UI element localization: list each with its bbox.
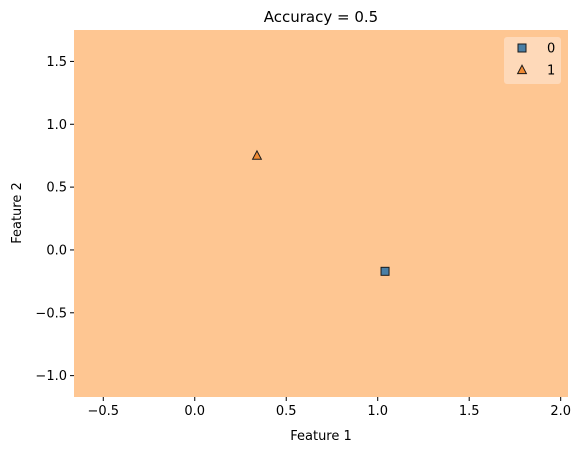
data-point-class-1	[251, 149, 263, 160]
x-axis-label: Feature 1	[290, 429, 352, 444]
x-tick-label: 0.5	[276, 404, 297, 419]
x-tick-label: 1.0	[367, 404, 388, 419]
y-tick-label: 1.5	[46, 55, 67, 70]
x-axis-ticks: −0.5 0.0 0.5 1.0 1.5 2.0	[87, 397, 571, 419]
x-tick-label: 2.0	[550, 404, 571, 419]
data-point-class-0	[380, 266, 390, 276]
y-tick-label: 0.0	[46, 243, 67, 258]
y-tick-label: −0.5	[35, 306, 67, 321]
data-points	[251, 149, 390, 276]
legend-label: 0	[547, 42, 555, 57]
decision-region	[74, 30, 568, 397]
y-axis-label: Feature 2	[10, 182, 25, 244]
legend-label: 1	[547, 64, 555, 79]
x-tick-label: 1.5	[459, 404, 480, 419]
y-tick-label: 0.5	[46, 181, 67, 196]
y-tick-label: 1.0	[46, 118, 67, 133]
x-tick-label: 0.0	[184, 404, 205, 419]
y-tick-label: −1.0	[35, 369, 67, 384]
legend-marker-1	[516, 64, 528, 75]
chart-title: Accuracy = 0.5	[264, 8, 378, 26]
legend-marker-0	[517, 43, 527, 53]
y-axis-ticks: −1.0 −0.5 0.0 0.5 1.0 1.5	[35, 55, 74, 384]
x-tick-label: −0.5	[87, 404, 119, 419]
legend: 01	[504, 37, 561, 84]
